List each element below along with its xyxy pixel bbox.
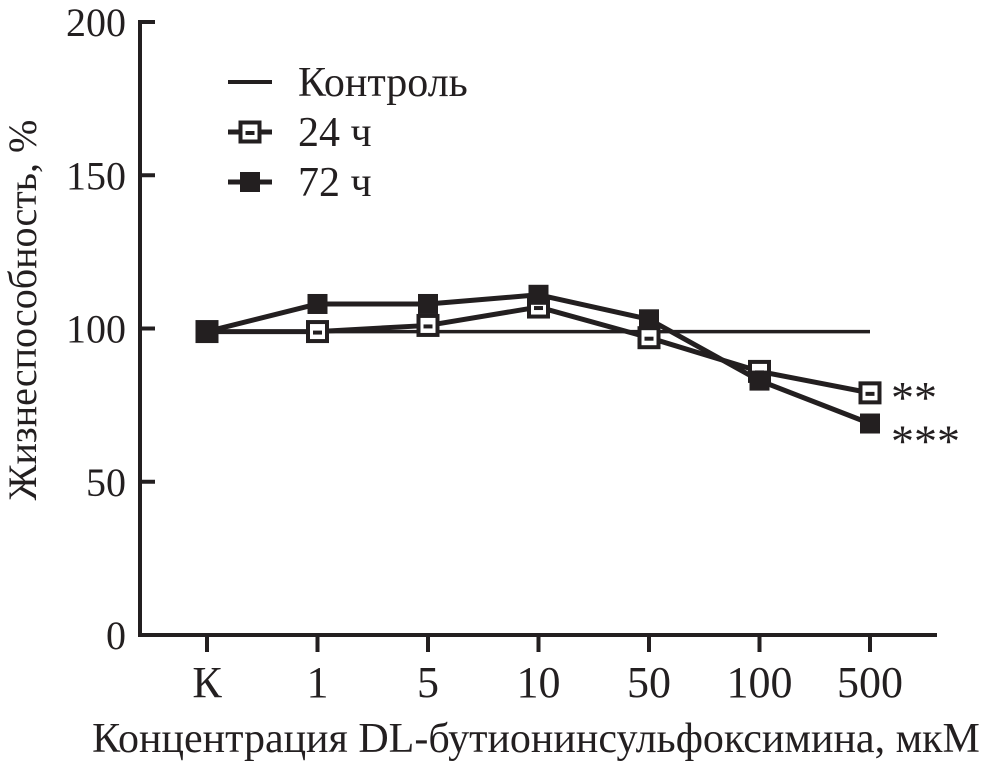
axes: 0 50 100 150 200 К 1 5 10 50 100 500	[66, 0, 937, 707]
significance-marker: **	[891, 372, 937, 423]
x-tick-label: 500	[837, 658, 903, 707]
y-tick-label: 150	[66, 153, 126, 198]
y-tick-label: 0	[106, 613, 126, 658]
legend-label: Контроль	[298, 60, 468, 106]
significance-marker: ***	[891, 416, 960, 467]
filled-square-marker	[197, 321, 217, 342]
x-tick-label: 1	[307, 658, 329, 707]
legend-label: 72 ч	[298, 160, 372, 206]
x-tick-label: 100	[727, 658, 793, 707]
filled-square-marker	[749, 370, 770, 391]
legend-item: 24 ч	[228, 110, 372, 156]
x-tick-label: 5	[417, 658, 439, 707]
legend-item: 72 ч	[228, 160, 372, 206]
y-axis-title: Жизнеспособность, %	[0, 120, 45, 501]
filled-square-marker	[528, 284, 549, 305]
x-axis-title: Концентрация DL-бутионинсульфоксимина, м…	[92, 716, 980, 762]
legend-label: 24 ч	[298, 110, 372, 156]
filled-square-marker	[418, 293, 438, 314]
filled-square-marker	[639, 309, 659, 330]
y-tick-label: 100	[66, 307, 126, 352]
legend-item: Контроль	[228, 60, 468, 106]
x-tick-label: 50	[627, 658, 671, 707]
y-tick-label: 200	[66, 0, 126, 45]
x-tick-label: 10	[517, 658, 561, 707]
annotations: *****	[891, 372, 960, 467]
filled-square-marker	[860, 413, 880, 434]
x-tick-label: К	[192, 658, 222, 707]
filled-square-marker	[307, 293, 328, 314]
y-tick-label: 50	[86, 460, 126, 505]
series	[195, 284, 882, 434]
filled-square-marker	[240, 172, 260, 192]
